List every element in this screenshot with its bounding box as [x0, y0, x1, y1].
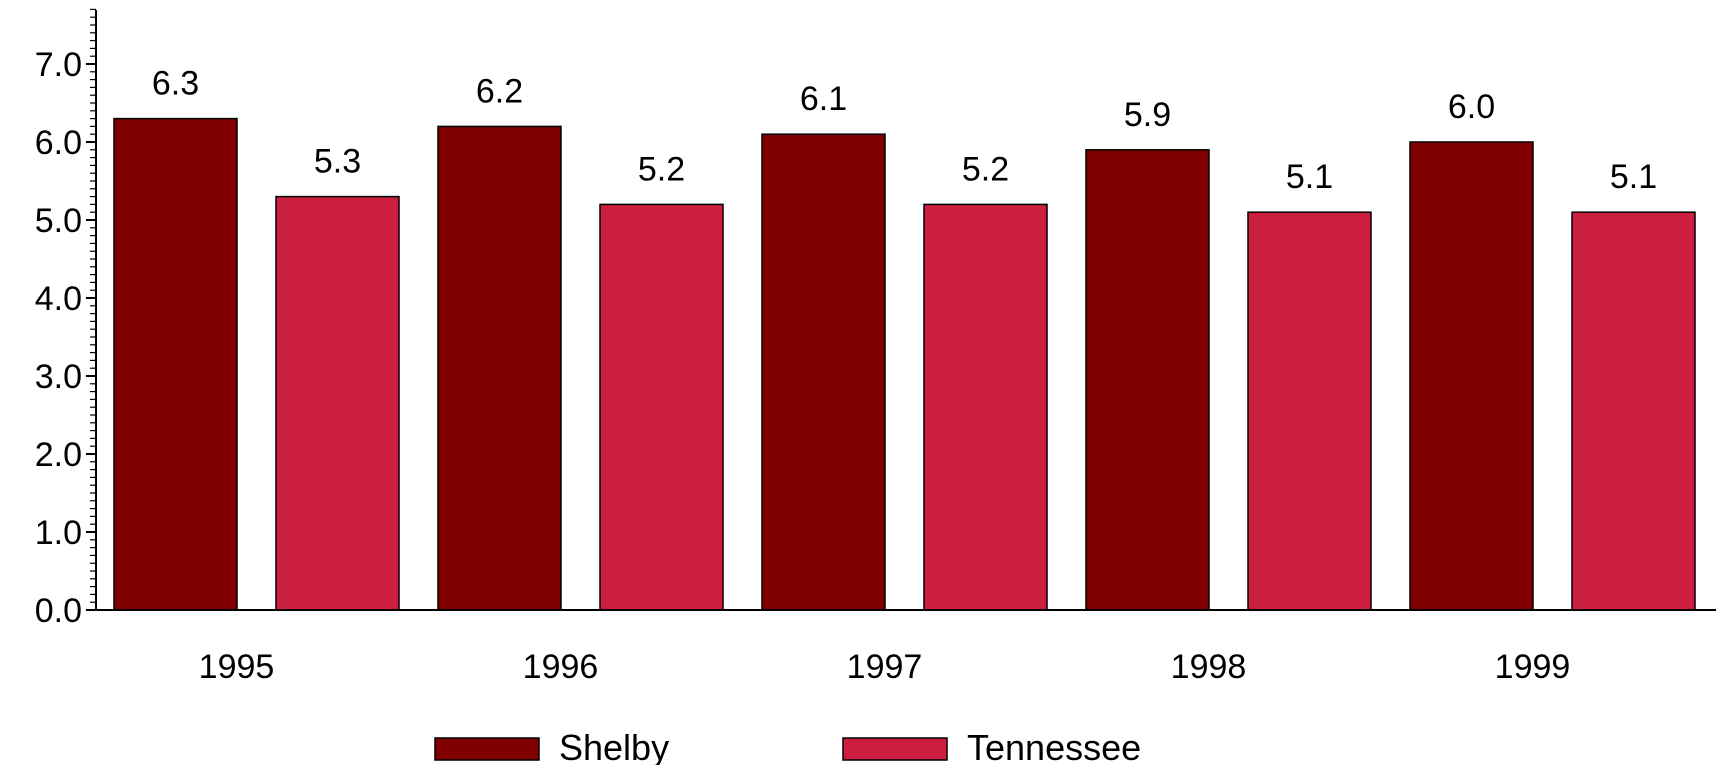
legend-label-tennessee: Tennessee	[967, 727, 1141, 765]
y-tick-label: 5.0	[35, 202, 82, 240]
y-tick-label: 7.0	[35, 46, 82, 84]
y-axis-ticks	[86, 8, 96, 611]
bar-shelby-1997	[761, 133, 886, 611]
y-tick-label: 4.0	[35, 280, 82, 318]
x-axis-category-labels: 1995 1996 1997 1998 1999	[199, 648, 1571, 686]
bar-shelby-1999	[1409, 141, 1534, 611]
legend-label-shelby: Shelby	[559, 727, 669, 765]
y-tick-label: 2.0	[35, 436, 82, 474]
data-label-tennessee-1999: 5.1	[1610, 158, 1657, 196]
x-category-label: 1996	[523, 648, 599, 686]
legend-swatch-shelby	[434, 737, 540, 761]
y-axis-tick-labels: 0.0 1.0 2.0 3.0 4.0 5.0 6.0 7.0	[35, 46, 82, 630]
data-label-tennessee-1997: 5.2	[962, 150, 1009, 188]
bar-tennessee-1995	[275, 195, 400, 611]
x-category-label: 1997	[847, 648, 923, 686]
y-tick-label: 1.0	[35, 514, 82, 552]
data-label-shelby-1996: 6.2	[476, 72, 523, 110]
data-label-tennessee-1998: 5.1	[1286, 158, 1333, 196]
bars-group	[113, 117, 1696, 611]
bar-tennessee-1997	[923, 203, 1048, 611]
data-label-shelby-1999: 6.0	[1448, 88, 1495, 126]
y-tick-label: 0.0	[35, 592, 82, 630]
data-label-tennessee-1995: 5.3	[314, 143, 361, 181]
data-label-shelby-1995: 6.3	[152, 65, 199, 103]
bar-shelby-1995	[113, 117, 238, 611]
y-tick-label: 3.0	[35, 358, 82, 396]
legend: Shelby Tennessee	[434, 727, 1141, 768]
legend-swatch-tennessee	[842, 737, 948, 761]
bar-shelby-1996	[437, 125, 562, 611]
data-label-shelby-1998: 5.9	[1124, 96, 1171, 134]
bar-tennessee-1996	[599, 203, 724, 611]
bar-tennessee-1998	[1247, 211, 1372, 611]
x-category-label: 1995	[199, 648, 275, 686]
data-label-tennessee-1996: 5.2	[638, 150, 685, 188]
bar-shelby-1998	[1085, 149, 1210, 611]
bar-tennessee-1999	[1571, 211, 1696, 611]
x-category-label: 1999	[1495, 648, 1571, 686]
x-category-label: 1998	[1171, 648, 1247, 686]
data-label-shelby-1997: 6.1	[800, 80, 847, 118]
data-labels-group: 6.3 5.3 6.2 5.2 6.1 5.2 5.9 5.1 6.0 5.1	[152, 65, 1657, 197]
y-tick-label: 6.0	[35, 124, 82, 162]
